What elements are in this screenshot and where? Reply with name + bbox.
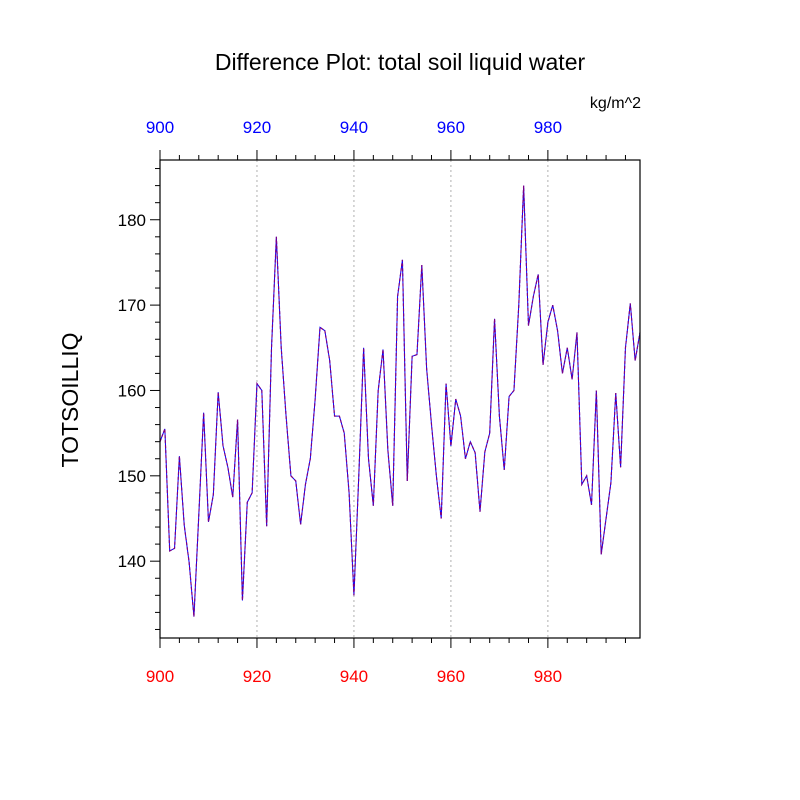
x-tick-label-bottom-960: 960	[437, 667, 465, 686]
x-tick-label-bottom-940: 940	[340, 667, 368, 686]
x-tick-label-top-920: 920	[243, 118, 271, 137]
y-tick-label-160: 160	[118, 381, 146, 400]
y-tick-label-150: 150	[118, 467, 146, 486]
x-tick-label-top-900: 900	[146, 118, 174, 137]
chart-title: Difference Plot: total soil liquid water	[215, 49, 586, 75]
series-line-blue	[159, 185, 641, 617]
series-layer	[159, 185, 641, 617]
x-tick-label-top-960: 960	[437, 118, 465, 137]
x-tick-label-bottom-980: 980	[534, 667, 562, 686]
x-tick-label-bottom-900: 900	[146, 667, 174, 686]
grid	[256, 160, 549, 638]
plot-frame	[159, 159, 641, 639]
y-tick-label-140: 140	[118, 552, 146, 571]
x-tick-label-top-980: 980	[534, 118, 562, 137]
series-line-purple	[159, 185, 641, 617]
x-tick-label-top-940: 940	[340, 118, 368, 137]
y-axis-label: TOTSOILLIQ	[57, 332, 83, 467]
x-tick-label-bottom-920: 920	[243, 667, 271, 686]
axes: 900 900 920 920 940 940 960 960 980 980 140 150 160 1…	[118, 118, 626, 686]
y-tick-label-170: 170	[118, 296, 146, 315]
units-label: kg/m^2	[590, 95, 641, 112]
y-tick-label-180: 180	[118, 211, 146, 230]
